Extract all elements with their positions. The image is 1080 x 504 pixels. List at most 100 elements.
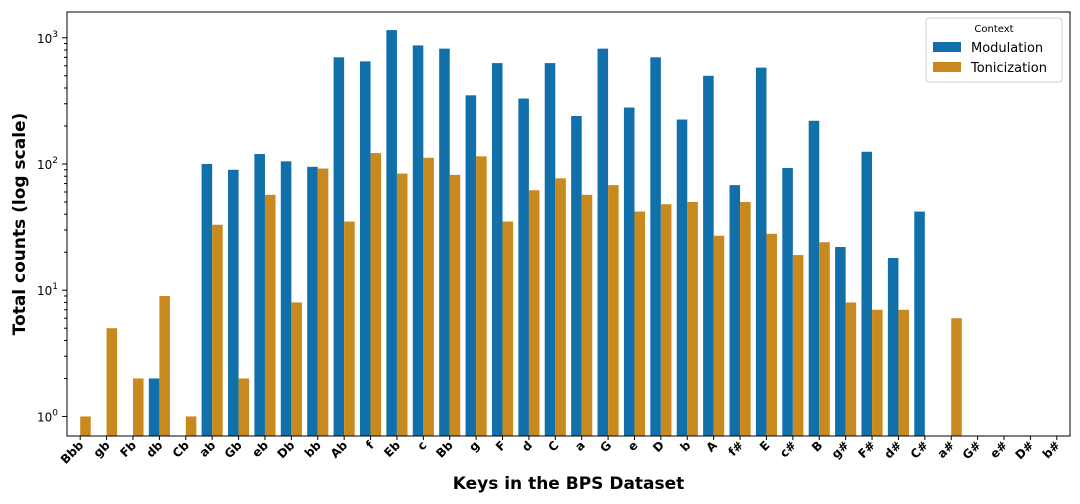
y-tick-label: 102 — [37, 156, 58, 172]
bar-tonicization-Bbb — [80, 416, 91, 436]
bar-tonicization-e — [634, 211, 646, 436]
x-tick-label-Cb: Cb — [170, 438, 192, 460]
bar-modulation-Ab — [333, 57, 345, 436]
x-tick-label-b: b — [677, 438, 693, 454]
bar-tonicization-eb — [264, 194, 276, 436]
x-tick-label-Ab: Ab — [328, 438, 351, 461]
bar-modulation-a — [571, 116, 582, 436]
bar-tonicization-bb — [317, 168, 329, 436]
legend-title: Context — [974, 24, 1013, 35]
bar-modulation-g — [465, 95, 477, 436]
bar-modulation-d# — [887, 258, 899, 436]
bar-tonicization-g# — [845, 302, 857, 436]
x-tick-label-Fb: Fb — [117, 438, 139, 460]
bar-modulation-D — [650, 57, 661, 436]
bar-modulation-G — [597, 48, 609, 436]
bar-tonicization-db — [159, 296, 170, 436]
y-axis-title: Total counts (log scale) — [10, 113, 30, 336]
bar-tonicization-c# — [792, 255, 804, 436]
plot-frame — [66, 11, 1071, 437]
x-tick-label-d: d — [519, 438, 535, 454]
x-tick-label-gb: gb — [91, 438, 113, 460]
x-tick-label-ab: ab — [197, 438, 219, 460]
x-axis-title: Keys in the BPS Dataset — [453, 474, 685, 494]
y-axis-ticks: 100 101 102 103 — [37, 30, 67, 424]
bar-modulation-db — [148, 378, 160, 436]
x-tick-label-C: C — [545, 438, 561, 454]
bar-tonicization-d# — [898, 309, 909, 436]
bar-tonicization-Cb — [185, 416, 197, 436]
bar-tonicization-Gb — [238, 378, 250, 436]
bar-modulation-b — [676, 119, 688, 436]
x-tick-label-Gb: Gb — [222, 438, 245, 461]
x-tick-label-D: D — [650, 438, 667, 455]
bar-modulation-ab — [201, 163, 213, 437]
bar-modulation-eb — [254, 154, 265, 436]
bar-tonicization-Bb — [449, 174, 461, 436]
x-tick-label-A: A — [703, 438, 720, 455]
x-tick-label-Bbb: Bbb — [58, 438, 87, 467]
bars-layer — [80, 30, 962, 437]
y-tick-label: 103 — [37, 30, 58, 46]
bar-modulation-Db — [280, 161, 292, 436]
bar-tonicization-C — [555, 178, 566, 436]
x-tick-label-a: a — [572, 438, 588, 454]
x-tick-label-e: e — [625, 438, 641, 454]
bar-tonicization-ab — [212, 224, 223, 436]
bar-tonicization-A — [713, 235, 725, 436]
bar-tonicization-Eb — [396, 173, 408, 437]
x-tick-label-db: db — [143, 438, 165, 460]
bar-modulation-A — [703, 75, 714, 436]
x-tick-label-g: g — [466, 438, 482, 454]
bar-modulation-Bb — [439, 48, 450, 436]
x-tick-label-Db: Db — [274, 438, 297, 461]
bar-modulation-F# — [861, 151, 873, 436]
legend: Context Modulation Tonicization — [925, 17, 1063, 83]
bar-modulation-f — [359, 61, 371, 436]
bar-modulation-c — [412, 45, 424, 437]
x-tick-label-f#: f# — [725, 438, 746, 459]
bar-modulation-f# — [729, 185, 741, 436]
x-tick-label-b#: b# — [1040, 438, 1063, 461]
bar-tonicization-c — [423, 157, 434, 436]
bar-tonicization-a — [581, 194, 593, 436]
bar-tonicization-F# — [872, 309, 883, 436]
bar-modulation-c# — [782, 167, 793, 436]
bar-tonicization-a# — [951, 318, 962, 436]
x-tick-label-c#: c# — [777, 438, 799, 460]
legend-label-tonicization: Tonicization — [970, 61, 1047, 76]
bar-modulation-g# — [835, 247, 846, 436]
x-tick-label-g#: g# — [829, 438, 852, 461]
legend-swatch-tonicization — [933, 62, 961, 72]
bar-tonicization-Ab — [344, 221, 355, 436]
bar-modulation-Eb — [386, 30, 397, 436]
bar-tonicization-D — [660, 204, 672, 436]
bar-modulation-C — [544, 63, 556, 437]
bar-tonicization-gb — [106, 328, 118, 436]
x-tick-label-Bb: Bb — [433, 438, 456, 461]
bar-modulation-E — [755, 67, 767, 436]
bar-tonicization-Fb — [132, 378, 144, 436]
bar-modulation-B — [808, 120, 820, 437]
x-tick-label-D#: D# — [1012, 438, 1036, 462]
x-tick-label-Eb: Eb — [381, 438, 403, 460]
x-tick-label-G: G — [597, 438, 614, 455]
bar-tonicization-G — [608, 185, 619, 436]
y-tick-label: 101 — [37, 282, 58, 298]
legend-swatch-modulation — [933, 42, 961, 52]
bar-modulation-e — [623, 107, 635, 437]
x-tick-label-C#: C# — [908, 438, 931, 461]
x-tick-label-e#: e# — [987, 438, 1010, 461]
bar-tonicization-Db — [291, 302, 302, 436]
bar-tonicization-B — [819, 242, 830, 436]
bar-tonicization-f — [370, 153, 382, 436]
x-tick-label-bb: bb — [302, 438, 324, 460]
bar-modulation-C# — [914, 211, 925, 436]
bar-modulation-Gb — [228, 169, 239, 436]
bar-tonicization-b — [687, 201, 698, 436]
bar-tonicization-f# — [740, 201, 751, 436]
x-tick-label-a#: a# — [935, 438, 958, 461]
